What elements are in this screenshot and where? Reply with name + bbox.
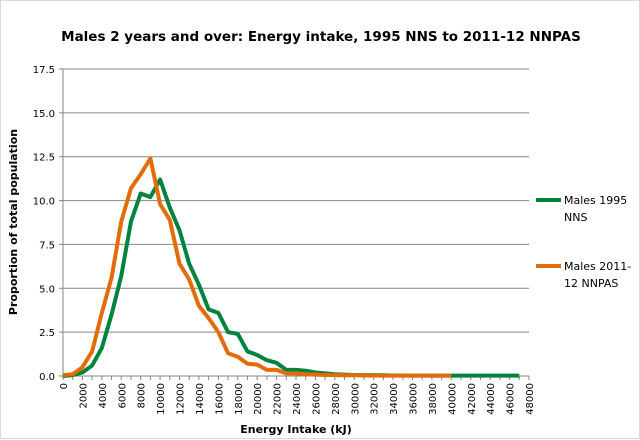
x-tick-label: 46000 bbox=[506, 383, 517, 415]
x-tick-label: 32000 bbox=[370, 383, 381, 415]
x-tick-label: 10000 bbox=[156, 383, 167, 415]
x-tick-label: 44000 bbox=[486, 383, 497, 415]
y-tick-label: 0.0 bbox=[39, 372, 55, 383]
legend-label-1: Males 2011-12 NNPAS bbox=[564, 260, 631, 290]
x-tick-label: 8000 bbox=[137, 383, 148, 408]
chart-title: Males 2 years and over: Energy intake, 1… bbox=[61, 29, 581, 45]
x-tick-label: 40000 bbox=[447, 383, 458, 415]
y-tick-label: 12.5 bbox=[33, 153, 55, 164]
x-tick-label: 30000 bbox=[350, 383, 361, 415]
y-axis-label: Proportion of total population bbox=[7, 129, 20, 315]
x-tick-label: 42000 bbox=[467, 383, 478, 415]
y-tick-label: 7.5 bbox=[39, 240, 55, 251]
y-tick-label: 10.0 bbox=[33, 197, 55, 208]
x-tick-label: 36000 bbox=[409, 383, 420, 415]
y-tick-label: 15.0 bbox=[33, 109, 55, 120]
x-tick-label: 4000 bbox=[98, 383, 109, 408]
x-tick-label: 34000 bbox=[389, 383, 400, 415]
x-tick-label: 12000 bbox=[176, 383, 187, 415]
x-tick-label: 14000 bbox=[195, 383, 206, 415]
x-tick-label: 18000 bbox=[234, 383, 245, 415]
x-tick-label: 26000 bbox=[311, 383, 322, 415]
x-tick-label: 38000 bbox=[428, 383, 439, 415]
x-tick-label: 24000 bbox=[292, 383, 303, 415]
x-tick-label: 2000 bbox=[78, 383, 89, 408]
y-tick-label: 2.5 bbox=[39, 328, 55, 339]
x-tick-label: 0 bbox=[59, 383, 70, 389]
x-tick-label: 48000 bbox=[525, 383, 536, 415]
x-tick-label: 20000 bbox=[253, 383, 264, 415]
y-tick-label: 17.5 bbox=[33, 65, 55, 76]
x-axis-label: Energy Intake (kJ) bbox=[240, 423, 351, 436]
x-tick-label: 22000 bbox=[273, 383, 284, 415]
x-tick-label: 28000 bbox=[331, 383, 342, 415]
x-tick-label: 6000 bbox=[117, 383, 128, 408]
series-line-0 bbox=[63, 180, 519, 376]
x-tick-label: 16000 bbox=[214, 383, 225, 415]
y-tick-label: 5.0 bbox=[39, 284, 55, 295]
